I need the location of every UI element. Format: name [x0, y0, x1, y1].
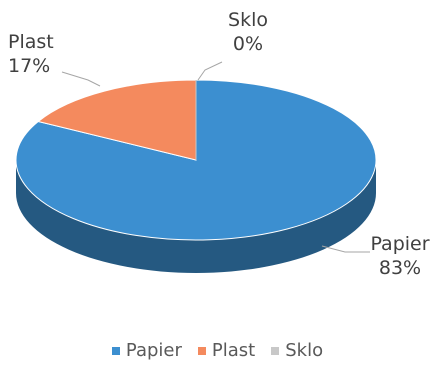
slice-side-papier — [16, 160, 376, 273]
data-label-sklo-value: 0% — [232, 33, 264, 55]
legend-swatch-plast — [197, 346, 206, 355]
data-label-plast-value: 17% — [8, 55, 51, 77]
data-label-plast-name: Plast — [8, 31, 54, 53]
leader-line-papier — [321, 245, 370, 253]
legend-item-sklo: Sklo — [271, 340, 323, 361]
data-label-sklo: Sklo 0% — [218, 8, 278, 56]
data-label-sklo-name: Sklo — [228, 9, 268, 31]
legend: Papier Plast Sklo — [0, 340, 435, 361]
legend-swatch-papier — [111, 346, 120, 355]
data-label-papier-name: Papier — [370, 233, 430, 255]
legend-item-plast: Plast — [197, 340, 256, 361]
data-label-papier: Papier 83% — [368, 232, 432, 280]
slice-papier — [15, 79, 377, 241]
data-label-papier-value: 83% — [378, 257, 422, 279]
leader-line-sklo — [197, 61, 223, 81]
legend-label-papier: Papier — [125, 340, 182, 361]
slice-plast — [37, 79, 197, 161]
legend-item-papier: Papier — [111, 340, 182, 361]
legend-label-sklo: Sklo — [285, 340, 324, 361]
legend-label-plast: Plast — [211, 340, 256, 361]
leader-line-plast — [61, 71, 101, 87]
data-label-plast: Plast 17% — [8, 30, 54, 78]
legend-swatch-sklo — [271, 346, 280, 355]
